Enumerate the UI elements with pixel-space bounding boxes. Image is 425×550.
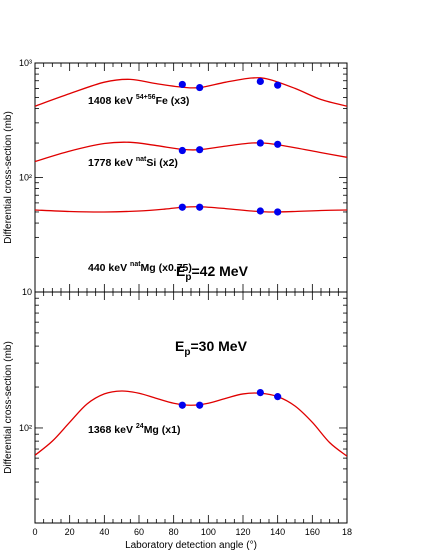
x-tick-label: 20	[65, 527, 75, 537]
panel-title: Ep=42 MeV	[176, 263, 249, 283]
data-point	[178, 146, 186, 155]
data-point	[274, 393, 282, 401]
panel-bottom-30mev: 10² 0 20 40 60 80 100 120 140 160 18 Laboratory det…	[3, 291, 352, 550]
data-point	[196, 146, 204, 154]
data-point	[178, 80, 186, 89]
series-label-0: 1368 keV 24Mg (x1)	[88, 423, 180, 436]
data-point	[178, 203, 186, 211]
data-point	[274, 140, 282, 148]
fit-curve-0-2	[35, 206, 347, 213]
series-label-1: 1778 keV natSi (x2)	[88, 156, 178, 169]
y-axis-title: Differential cross-section (mb)	[3, 341, 14, 474]
x-tick-label: 100	[201, 527, 216, 537]
plot-frame	[34, 291, 348, 524]
data-point	[196, 401, 204, 409]
x-tick-label: 60	[134, 527, 144, 537]
x-tick-label: 160	[305, 527, 320, 537]
plot-frame	[34, 62, 348, 293]
data-point	[256, 139, 264, 147]
x-tick-label: 80	[169, 527, 179, 537]
data-point	[256, 77, 264, 86]
data-point	[274, 81, 282, 89]
fit-curve-1-0	[35, 390, 347, 457]
y-tick-label: 10	[22, 287, 32, 297]
x-tick-label: 120	[235, 527, 250, 537]
y-tick-label: 10³	[19, 58, 32, 68]
x-axis-title: Laboratory detection angle (°)	[125, 540, 257, 550]
panel-top-42mev: 10 10² 10³ Differential cross-section (mb) 1…	[3, 58, 348, 297]
fit-curve-0-1	[35, 141, 347, 163]
x-tick-label: 140	[270, 527, 285, 537]
series-label-2: 440 keV natMg (x0.75)	[88, 261, 192, 274]
panel-title: Ep=30 MeV	[175, 338, 248, 358]
y-tick-label: 10²	[19, 173, 32, 183]
y-axis-title: Differential cross-section (mb)	[3, 111, 14, 244]
fit-curve-0-0	[35, 77, 347, 107]
x-tick-label: 40	[99, 527, 109, 537]
data-point	[274, 208, 282, 216]
data-point	[196, 203, 204, 211]
data-point	[256, 207, 264, 215]
y-tick-label: 10²	[19, 423, 32, 433]
series-label-0: 1408 keV 54+56Fe (x3)	[88, 94, 189, 107]
data-point	[178, 401, 186, 409]
data-point	[196, 83, 204, 92]
x-tick-label: 18	[342, 527, 352, 537]
x-tick-label: 0	[32, 527, 37, 537]
data-point	[256, 389, 264, 397]
